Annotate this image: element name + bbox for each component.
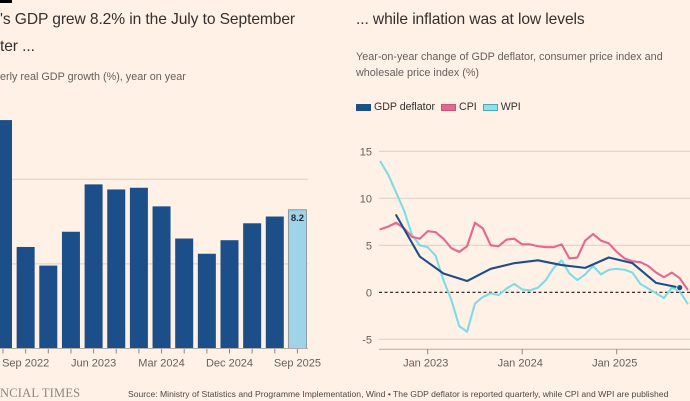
legend-swatch-gdp-deflator [356, 103, 371, 111]
legend-label-gdp-deflator: GDP deflator [374, 101, 436, 113]
bar [243, 223, 262, 349]
x-tick-label: Dec 2024 [206, 358, 253, 370]
series-line-gdp-deflator [395, 214, 681, 289]
x-tick-label: Sep 2022 [2, 358, 49, 370]
bar [265, 216, 284, 349]
bar [84, 184, 103, 349]
legend-item-cpi: CPI [441, 101, 477, 113]
bar [129, 187, 148, 349]
y-tick-label: 5 [366, 240, 372, 252]
y-tick-label: 10 [360, 193, 372, 205]
x-tick-label: Mar 2024 [138, 358, 184, 370]
bar [175, 238, 194, 349]
bar [16, 246, 35, 349]
series-end-marker-gdp-deflator [676, 284, 684, 292]
ft-header-bar [0, 0, 12, 3]
bar [107, 189, 126, 349]
legend-swatch-cpi [441, 103, 457, 111]
gdp-growth-bar-chart: Sep 2022 Jun 2023 Mar 2024 Dec 2024 Sep 2025… [0, 120, 321, 370]
series-line-cpi [379, 221, 689, 291]
ft-brand-wordmark: NCIAL TIMES [0, 386, 81, 400]
x-tick-label: Jun 2023 [71, 358, 116, 370]
legend-item-wpi: WPI [482, 101, 521, 113]
bar [39, 265, 58, 349]
legend-label-wpi: WPI [500, 101, 521, 113]
right-chart-subtitle-line-2: wholesale price index (%) [356, 67, 480, 79]
x-tick-label: Jan 2024 [498, 358, 543, 370]
bar [152, 206, 171, 349]
inflation-line-chart: 15 10 5 0 -5 Jan 2023 Jan 2024 Jan 2025 [360, 146, 690, 370]
series-line-wpi [379, 160, 689, 333]
source-note: Source: Ministry of Statistics and Progr… [128, 389, 669, 399]
bar [0, 120, 12, 349]
bar [220, 240, 239, 349]
bar [197, 253, 216, 349]
legend-swatch-wpi [482, 103, 498, 111]
x-tick-label: Jan 2025 [592, 358, 637, 370]
y-tick-label: -5 [362, 334, 372, 346]
x-tick-label: Sep 2025 [274, 358, 321, 370]
right-chart-subtitle-line-1: Year-on-year change of GDP deflator, con… [356, 51, 663, 63]
x-tick-label: Jan 2023 [403, 358, 448, 370]
y-tick-label: 15 [360, 146, 372, 158]
y-tick-label: 0 [366, 287, 372, 299]
left-chart-title-line-1: 's GDP grew 8.2% in the July to Septembe… [0, 11, 296, 28]
bar [61, 231, 80, 349]
chart-legend: GDP deflator CPI WPI [356, 100, 527, 114]
bar-highlighted [287, 209, 307, 349]
left-chart-subtitle: erly real GDP growth (%), year on year [0, 71, 186, 83]
right-chart-title: ... while inflation was at low levels [356, 11, 585, 28]
legend-label-cpi: CPI [459, 101, 477, 113]
legend-item-gdp-deflator: GDP deflator [356, 101, 435, 113]
bar-data-label: 8.2 [291, 213, 304, 224]
left-chart-title-line-2: ter ... [0, 38, 35, 55]
